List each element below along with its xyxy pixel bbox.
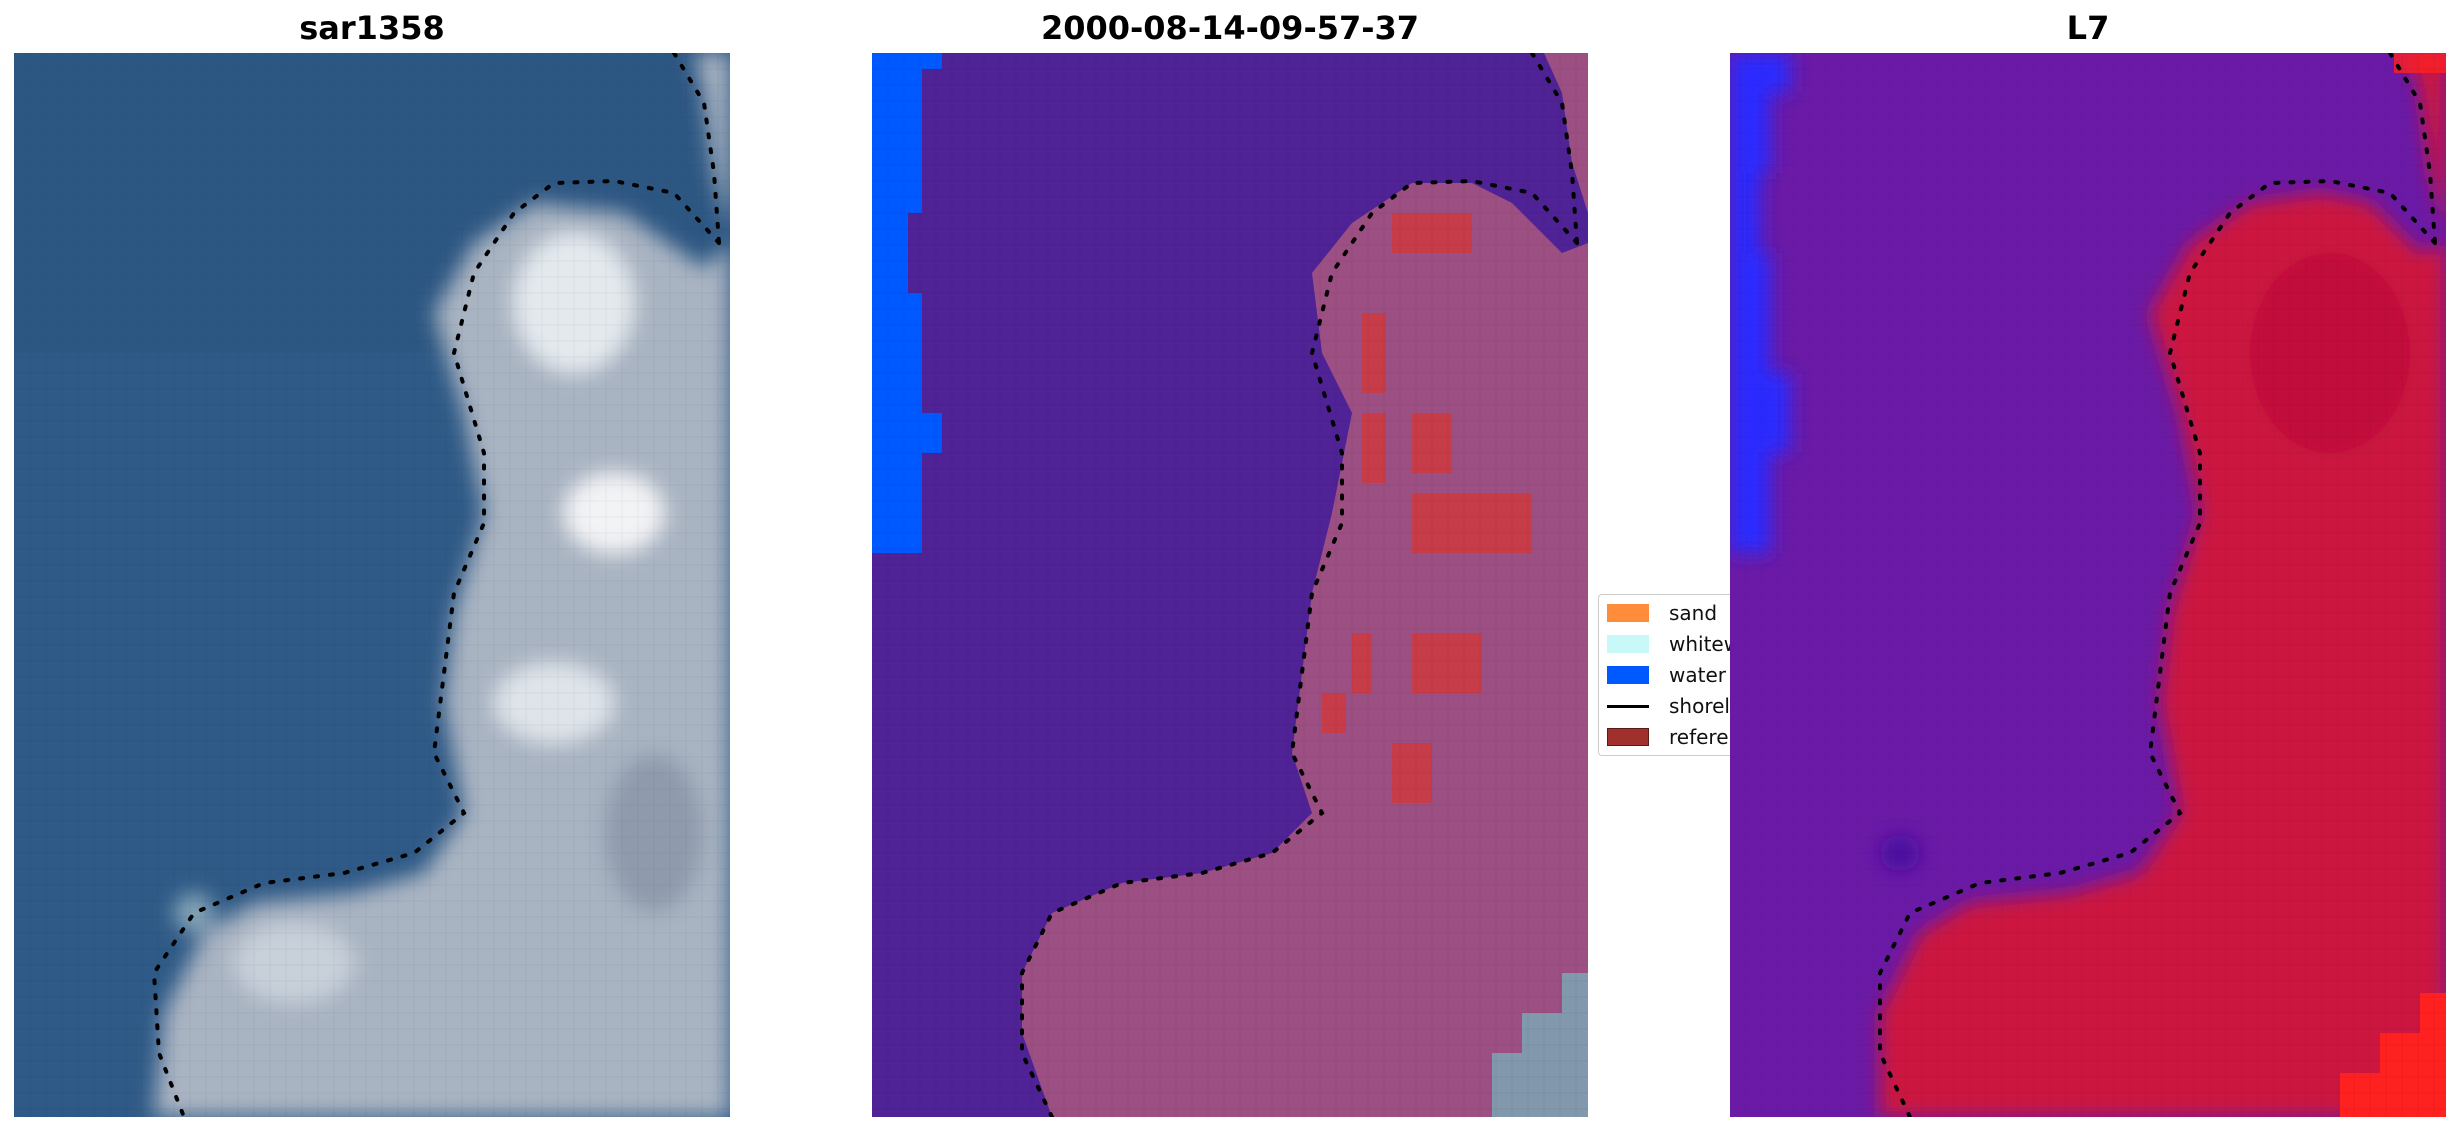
reference-swatch — [1607, 728, 1649, 746]
legend-item-reference-shoreline: reference shoreline — [1607, 725, 1731, 749]
legend-item-water: water — [1607, 663, 1731, 687]
sand-swatch — [1607, 604, 1649, 622]
legend-item-sand: sand — [1607, 601, 1731, 625]
reference-shoreline — [151, 53, 721, 1117]
reference-shoreline — [1878, 53, 2437, 1117]
legend-label: sand — [1669, 601, 1718, 625]
water-swatch — [1607, 666, 1649, 684]
whitewater-swatch — [1607, 635, 1649, 653]
legend-label: water — [1669, 663, 1726, 687]
panel-title-rgb: sar1358 — [299, 9, 445, 47]
panel-title-classification: 2000-08-14-09-57-37 — [1040, 9, 1420, 47]
rgb-image-panel — [14, 53, 730, 1117]
index-panel — [1730, 53, 2446, 1117]
shoreline-line-swatch — [1607, 705, 1649, 708]
rgb-image — [14, 53, 730, 1117]
legend-label: shoreline — [1669, 694, 1731, 718]
legend-item-shoreline: shoreline — [1607, 694, 1731, 718]
classification-image — [872, 53, 1588, 1117]
panel-title-index: L7 — [2066, 9, 2110, 47]
reference-shoreline — [1020, 53, 1579, 1117]
classification-panel — [872, 53, 1588, 1117]
index-image — [1730, 53, 2446, 1117]
legend-label: reference shoreline — [1669, 725, 1731, 749]
